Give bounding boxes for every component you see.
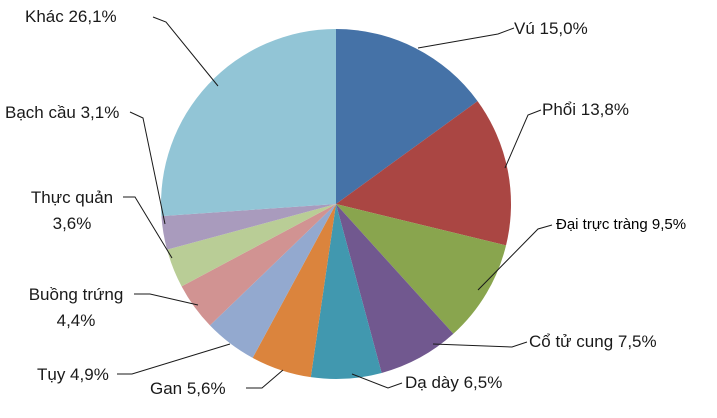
pie-slice-vú	[336, 29, 478, 204]
pie-slice-tụy	[209, 204, 336, 358]
leader-line	[246, 369, 284, 389]
labels-group: Vú 15,0% Phổi 13,8% Đại trực tràng 9,5% Cổ …	[5, 7, 686, 398]
leader-line	[152, 16, 219, 87]
leader-line	[129, 111, 166, 225]
leader-line	[417, 27, 515, 49]
slices-group	[161, 29, 511, 379]
leader-line	[351, 373, 403, 389]
leader-line	[432, 341, 528, 348]
pie-slice-đại-trực-tràng	[336, 204, 507, 334]
slice-label: Đại trực tràng 9,5%	[556, 216, 686, 233]
slice-label: Dạ dày 6,5%	[405, 373, 502, 392]
leader-line	[477, 224, 553, 291]
pie-slice-dạ-dày	[310, 204, 382, 379]
pie-slice-buồng-trứng	[181, 204, 336, 326]
pie-slice-khác	[161, 29, 336, 217]
slice-label: Phổi 13,8%	[542, 100, 629, 119]
slice-label: Tụy 4,9%	[37, 365, 109, 384]
slice-label: Vú 15,0%	[514, 19, 588, 38]
pie-slice-phổi	[336, 101, 511, 246]
slice-label: Cổ tử cung 7,5%	[529, 332, 657, 351]
slice-label: Bạch cầu 3,1%	[5, 103, 119, 122]
leader-line	[117, 343, 231, 375]
leader-lines-group	[117, 16, 553, 389]
pie-slice-bạch-cầu	[161, 204, 336, 250]
leader-line	[123, 196, 173, 259]
leader-line	[504, 109, 542, 169]
slice-label: Khác 26,1%	[25, 7, 117, 26]
slice-label: Gan 5,6%	[150, 379, 226, 398]
pie-slice-thực-quản	[167, 204, 336, 287]
slice-label: Buồng trứng 4,4%	[29, 285, 124, 330]
leader-line	[134, 293, 199, 306]
pie-slice-gan	[252, 204, 336, 378]
pie-slice-cổ-tử-cung	[336, 204, 454, 373]
slice-label: Thực quản 3,6%	[31, 188, 113, 233]
